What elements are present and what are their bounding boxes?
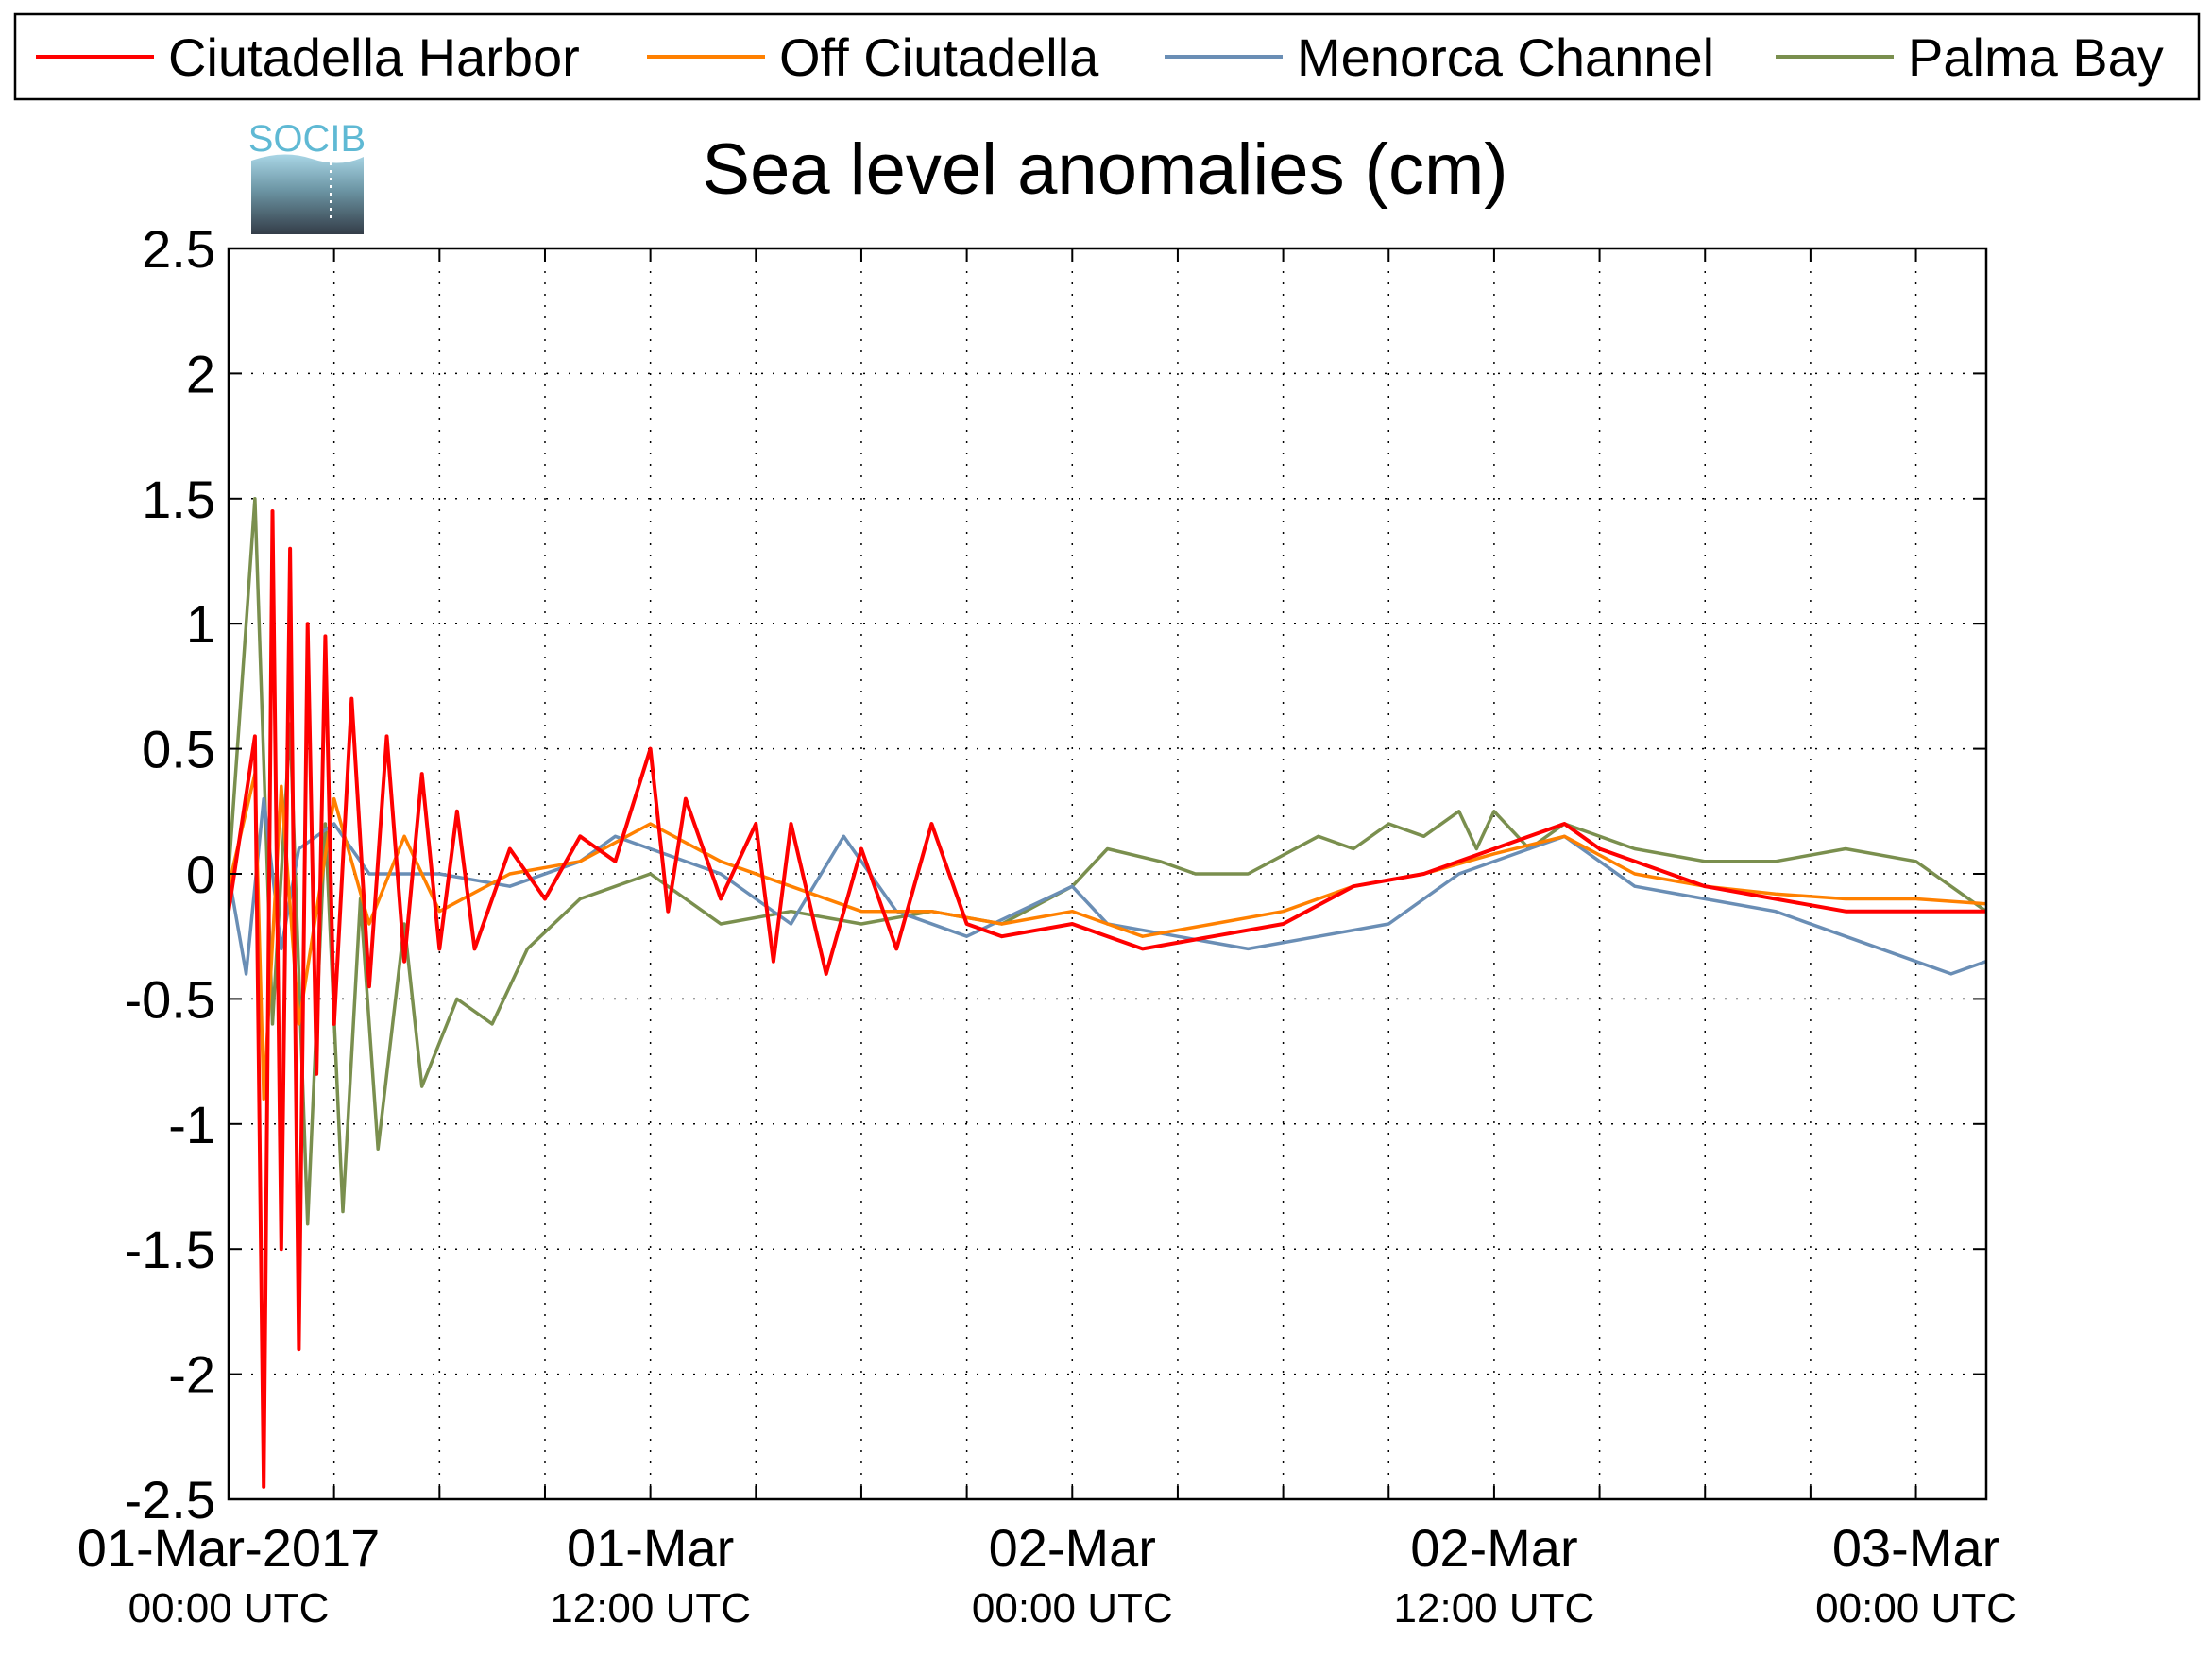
axes: -2.5 -2 -1.5 -1 -0.5 0 0.5 1 1.5 2 2.5 01-Mar-2017 0… (77, 219, 2016, 1631)
legend-label: Palma Bay (1908, 27, 2164, 87)
y-tick-label: 2 (186, 344, 215, 403)
y-tick-label: 2.5 (142, 219, 215, 279)
grid (229, 248, 1986, 1499)
plot-area (229, 497, 1986, 1489)
socib-logo: SOCIB (248, 118, 366, 234)
chart-title: Sea level anomalies (cm) (702, 129, 1507, 210)
x-tick-label: 02-Mar (989, 1518, 1156, 1578)
y-tick-label: 0.5 (142, 720, 215, 779)
x-tick-sublabel: 12:00 UTC (1394, 1585, 1595, 1631)
x-tick-sublabel: 00:00 UTC (128, 1585, 330, 1631)
y-tick-label: 1 (186, 594, 215, 654)
series-line-palma-bay (229, 497, 1986, 1226)
series-line-off-ciutadella (229, 772, 1986, 1102)
x-tick-label: 01-Mar-2017 (77, 1518, 381, 1578)
plot-frame (227, 247, 1988, 1501)
legend-label: Off Ciutadella (779, 27, 1099, 87)
y-tick-label: -2 (168, 1345, 215, 1405)
y-tick-label: 0 (186, 845, 215, 904)
x-tick-sublabel: 00:00 UTC (972, 1585, 1173, 1631)
legend-label: Menorca Channel (1297, 27, 1714, 87)
legend-label: Ciutadella Harbor (168, 27, 580, 87)
y-tick-label: -1 (168, 1095, 215, 1154)
y-tick-label: -2.5 (125, 1470, 216, 1529)
x-tick-label: 03-Mar (1832, 1518, 1999, 1578)
y-tick-label: 1.5 (142, 470, 215, 529)
x-tick-label: 01-Mar (567, 1518, 734, 1578)
x-tick-sublabel: 00:00 UTC (1815, 1585, 2016, 1631)
logo-wave (251, 154, 364, 234)
series-line-menorca-channel (229, 796, 1986, 976)
logo-text: SOCIB (248, 118, 366, 160)
x-tick-label: 02-Mar (1410, 1518, 1577, 1578)
y-tick-label: -0.5 (125, 969, 216, 1029)
legend: Ciutadella Harbor Off Ciutadella Menorca C… (13, 12, 2201, 101)
series-line-ciutadella-harbor (229, 509, 1986, 1489)
x-tick-sublabel: 12:00 UTC (550, 1585, 751, 1631)
y-tick-label: -1.5 (125, 1220, 216, 1279)
